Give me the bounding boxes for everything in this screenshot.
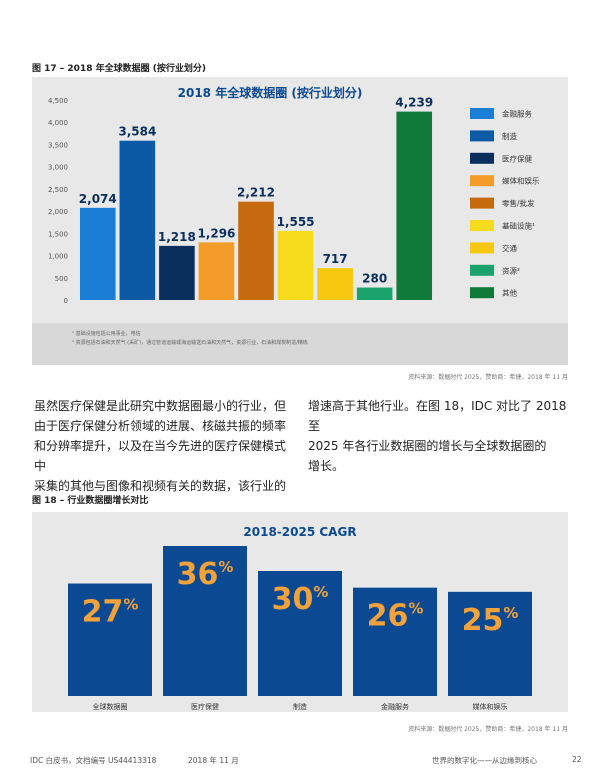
bar-value-label: 1,555 xyxy=(277,215,315,229)
body-line: 增速高于其他行业。在图 18，IDC 对比了 2018 至 xyxy=(308,399,567,433)
cagr-value-label: 25% xyxy=(462,603,519,638)
y-tick-label: 3,000 xyxy=(48,164,68,172)
y-tick-label: 3,500 xyxy=(48,141,68,149)
legend-label: 制造 xyxy=(502,131,517,141)
bar-8 xyxy=(356,287,393,300)
figure17-caption: 图 17 – 2018 年全球数据圈 (按行业划分) xyxy=(32,64,206,74)
legend-swatch xyxy=(470,175,494,187)
legend-label: 零售/批发 xyxy=(502,198,535,208)
cagr-bar-4 xyxy=(353,587,437,696)
y-tick-label: 1,500 xyxy=(48,230,68,238)
body-text-left: 虽然医疗保健是此研究中数据圈最小的行业，但 由于医疗保健分析领域的进展、核磁共振… xyxy=(34,396,289,496)
figure18-caption: 图 18 – 行业数据圈增长对比 xyxy=(32,496,149,506)
bar-value-label: 280 xyxy=(362,272,387,286)
legend-label: 交通 xyxy=(502,243,517,253)
bar-9 xyxy=(396,111,433,300)
chart-title: 2018 年全球数据圈 (按行业划分) xyxy=(178,85,363,100)
figure17-note-1: ¹ 基础设施包括公用事业，电信 xyxy=(72,331,141,337)
figure18-source: 资料来源：数据时代 2025，赞助商：希捷，2018 年 11 月 xyxy=(408,726,568,733)
y-tick-label: 4,000 xyxy=(48,119,68,127)
figure17-source: 资料来源：数据时代 2025，赞助商：希捷，2018 年 11 月 xyxy=(408,374,568,381)
bar-value-label: 717 xyxy=(323,252,348,266)
body-line: 由于医疗保健分析领域的进展、核磁共振的频率 xyxy=(34,419,287,433)
bar-3 xyxy=(159,245,195,300)
figure18-chart: 2018-2025 CAGR27%全球数据圈36%医疗保健30%制造26%金融服… xyxy=(68,525,532,711)
y-tick-label: 2,000 xyxy=(48,208,68,216)
cagr-bar-2 xyxy=(163,546,247,696)
body-text-right: 增速高于其他行业。在图 18，IDC 对比了 2018 至 2025 年各行业数… xyxy=(308,396,570,476)
bar-value-label: 3,584 xyxy=(118,125,156,139)
y-tick-label: 0 xyxy=(64,297,68,305)
y-tick-label: 4,500 xyxy=(48,97,68,105)
cagr-bar-3 xyxy=(258,571,342,696)
category-label: 制造 xyxy=(293,702,307,711)
category-label: 全球数据圈 xyxy=(93,702,128,711)
y-tick-label: 2,500 xyxy=(48,186,68,194)
legend-swatch xyxy=(470,152,494,164)
figure17-note-2: ² 资源包括石油和天然气 (采矿)，通过管道运输或海运输送石油和天然气，资源行业… xyxy=(72,340,308,346)
body-line: 2025 年各行业数据圈的增长与全球数据圈的 xyxy=(308,439,547,453)
category-label: 医疗保健 xyxy=(191,702,219,711)
figure17-chart: 2018 年全球数据圈 (按行业划分) 0 500 1,000 1,500 2,000 2,… xyxy=(48,85,540,305)
bar-value-label: 2,212 xyxy=(237,186,275,200)
legend-swatch xyxy=(470,264,494,276)
body-line: 增长。 xyxy=(308,459,345,473)
figure17-notes: ¹ 基础设施包括公用事业，电信 ² 资源包括石油和天然气 (采矿)，通过管道运输… xyxy=(32,323,568,365)
legend-swatch xyxy=(470,220,494,231)
legend-label: 资源² xyxy=(502,265,520,275)
footer-page-number: 22 xyxy=(572,755,582,764)
legend-swatch xyxy=(470,130,494,142)
legend-swatch xyxy=(470,242,494,254)
cagr-bar-1 xyxy=(68,583,152,696)
legend-swatch xyxy=(470,287,494,299)
legend-label: 媒体和娱乐 xyxy=(502,176,540,186)
bar-4 xyxy=(198,242,235,300)
bar-value-label: 1,218 xyxy=(158,230,196,244)
legend-swatch xyxy=(470,108,494,119)
bar-value-label: 4,239 xyxy=(395,96,433,110)
bar-5 xyxy=(238,201,274,300)
cagr-bar-5 xyxy=(448,591,532,696)
category-label: 金融服务 xyxy=(381,702,409,711)
y-tick-label: 500 xyxy=(55,275,68,283)
legend-label: 基础设施¹ xyxy=(502,221,535,231)
bar-7 xyxy=(317,268,353,300)
category-label: 媒体和娱乐 xyxy=(473,702,508,711)
footer-date: 2018 年 11 月 xyxy=(188,756,239,765)
legend-label: 其他 xyxy=(502,288,517,298)
bar-2 xyxy=(119,140,156,300)
legend-label: 医疗保健 xyxy=(502,153,532,163)
footer-doc-id: IDC 白皮书，文档编号 US44413318 xyxy=(30,756,157,765)
bar-1 xyxy=(79,207,116,300)
body-line: 和分辨率提升，以及在当今先进的医疗保健模式中 xyxy=(34,439,287,473)
bar-6 xyxy=(277,230,314,300)
body-line: 虽然医疗保健是此研究中数据圈最小的行业，但 xyxy=(34,399,287,413)
body-line: 采集的其他与图像和视频有关的数据，该行业的 xyxy=(34,479,287,493)
bar-value-label: 2,074 xyxy=(79,192,117,206)
chart-title: 2018-2025 CAGR xyxy=(243,525,356,539)
footer-title: 世界的数字化——从边缘到核心 xyxy=(432,756,537,765)
legend-swatch xyxy=(470,197,494,209)
y-tick-label: 1,000 xyxy=(48,253,68,261)
bar-value-label: 1,296 xyxy=(197,226,235,240)
legend-label: 金融服务 xyxy=(502,109,532,119)
